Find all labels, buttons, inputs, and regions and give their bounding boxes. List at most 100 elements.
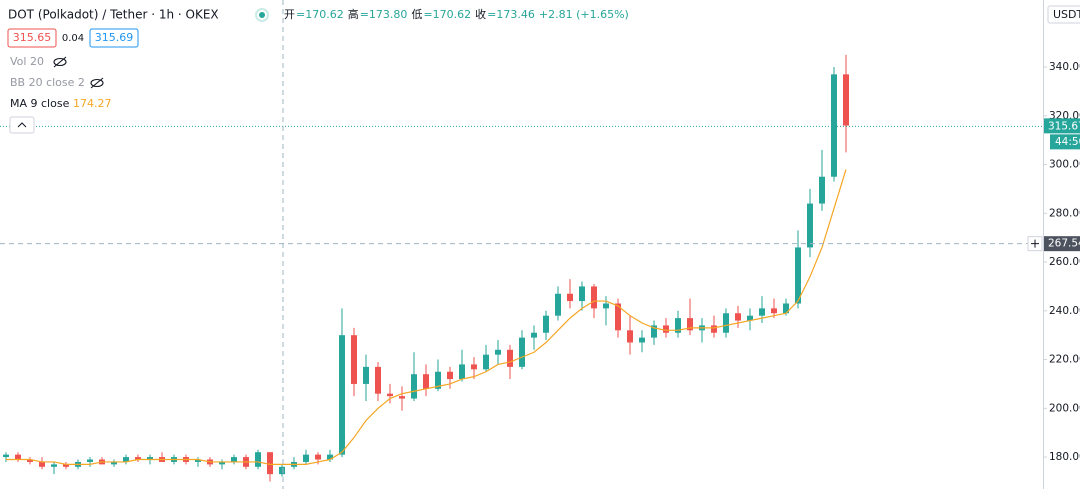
candle-body [435,371,441,389]
ohlc-value: =170.62 [296,8,344,21]
candle-body [27,459,33,462]
candle-body [543,315,549,333]
symbol: DOT (Polkadot) / Tether · 1h · OKEX [8,8,219,22]
candle-body [819,176,825,204]
candle-body [315,454,321,460]
hide-icons[interactable] [53,56,104,89]
candle-body [423,374,429,389]
y-tick-label: 200.00 [1049,402,1080,414]
price-axis-labels: 180.00 200.00 220.00 240.00 260.00 280.00 300.… [1043,61,1080,463]
candle-body [351,335,357,384]
candle-body [555,293,561,316]
spread: 0.04 [62,33,84,44]
candle-body [627,330,633,343]
candle-body [615,303,621,331]
bid: 315.65 [13,31,52,44]
ohlc-label: 高 [348,7,359,21]
y-tick-label: 260.00 [1049,256,1080,268]
candle-body [483,354,489,370]
ask-box[interactable] [89,28,139,48]
ohlc-value: =173.80 [360,8,408,21]
candle-body [675,318,681,333]
candle-body [651,325,657,338]
candle-body [471,364,477,370]
ohlc-value: =170.62 [423,8,471,21]
candle-body [195,459,201,462]
change: +2.81 (+1.65%) [539,8,629,21]
candle-body [567,293,573,302]
candle-body [759,308,765,316]
candle-body [303,454,309,462]
candle-body [771,308,777,314]
candle-body [39,461,45,467]
y-tick-label: 280.00 [1049,207,1080,219]
candle-body [747,315,753,321]
candle-body [783,303,789,314]
candle-body [687,318,693,331]
last-price-tag [1044,118,1080,134]
indicator-name: MA 9 close [10,97,70,110]
candle-body [375,366,381,394]
y-tick-label: 180.00 [1049,451,1080,463]
ohlc-legend: 开 =170.62 高 =173.80 低 =170.62 收 =173.46 +2.81 (+… [284,7,629,21]
candle-body [519,337,525,367]
candle-body [495,349,501,355]
candle-body [723,313,729,333]
candle-body [387,393,393,397]
candle-body [327,454,333,460]
currency-box[interactable] [1047,5,1080,24]
ohlc-label: 收 [475,7,486,21]
candle-body [579,286,585,302]
candle-body [831,74,837,177]
candle-body [639,337,645,343]
candle-body [531,332,537,338]
ohlc-label: 开 [284,8,295,21]
status-dot [259,12,265,18]
candle-body [711,325,717,333]
candle-body [591,286,597,309]
crosshair-add-icon [1031,239,1039,248]
crosshair-tag [1044,236,1080,252]
candle-body [795,247,801,304]
collapse-button[interactable] [9,116,35,134]
candle-body [51,464,57,467]
candle-body [123,457,129,462]
candle-body [399,396,405,399]
candle-body [507,349,513,367]
candle-body [87,459,93,462]
candle-body [231,457,237,462]
candle-body [111,461,117,465]
currency: USDT [1053,8,1080,21]
plot-area [0,54,1043,482]
ohlc-label: 低 [411,8,422,21]
countdown: 44:50 [1055,136,1080,148]
candle-body [267,452,273,475]
collapse-icon [17,122,27,128]
candle-body [411,374,417,399]
y-tick-label: 220.00 [1049,354,1080,366]
y-tick-label: 300.00 [1049,159,1080,171]
y-tick-label: 240.00 [1049,305,1080,317]
candle-body [603,303,609,309]
last-price-label: 315.67 [1048,120,1080,132]
countdown-tag [1050,134,1080,150]
candle-body [219,461,225,465]
candle-body [807,203,813,248]
candle-body [135,457,141,460]
candle-body [63,464,69,467]
ma-line [6,169,847,465]
candle-body [735,313,741,321]
candle-body [3,454,9,458]
ask: 315.69 [95,31,134,44]
candle-body [147,457,153,460]
candle-body [363,366,369,384]
y-tick-label: 340.00 [1049,61,1080,73]
candle-body [843,74,849,126]
candle-body [339,335,345,455]
crosshair-label: 267.54 [1048,238,1080,250]
indicator-name: Vol 20 [10,55,44,68]
candle-body [279,466,285,475]
bid-box[interactable] [7,28,57,48]
candle-body [459,364,465,380]
